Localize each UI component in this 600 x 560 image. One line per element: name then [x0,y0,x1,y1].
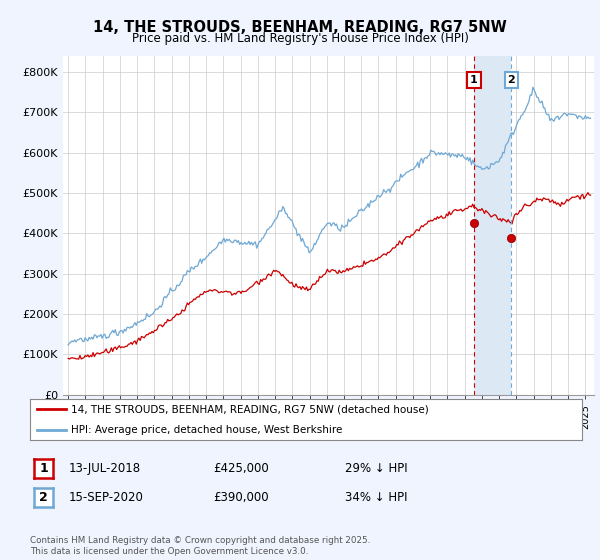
Text: 34% ↓ HPI: 34% ↓ HPI [345,491,407,504]
Text: Contains HM Land Registry data © Crown copyright and database right 2025.
This d: Contains HM Land Registry data © Crown c… [30,536,370,556]
Text: 29% ↓ HPI: 29% ↓ HPI [345,462,407,475]
Text: 13-JUL-2018: 13-JUL-2018 [69,462,141,475]
Text: 2: 2 [508,75,515,85]
Text: £390,000: £390,000 [213,491,269,504]
Text: 14, THE STROUDS, BEENHAM, READING, RG7 5NW (detached house): 14, THE STROUDS, BEENHAM, READING, RG7 5… [71,404,429,414]
Bar [474,56,511,395]
Text: 2: 2 [40,491,48,504]
Text: 14, THE STROUDS, BEENHAM, READING, RG7 5NW: 14, THE STROUDS, BEENHAM, READING, RG7 5… [93,20,507,35]
Text: 1: 1 [40,462,48,475]
Text: Price paid vs. HM Land Registry's House Price Index (HPI): Price paid vs. HM Land Registry's House … [131,32,469,45]
Text: HPI: Average price, detached house, West Berkshire: HPI: Average price, detached house, West… [71,424,343,435]
Text: £425,000: £425,000 [213,462,269,475]
Text: 15-SEP-2020: 15-SEP-2020 [69,491,144,504]
Text: 1: 1 [470,75,478,85]
